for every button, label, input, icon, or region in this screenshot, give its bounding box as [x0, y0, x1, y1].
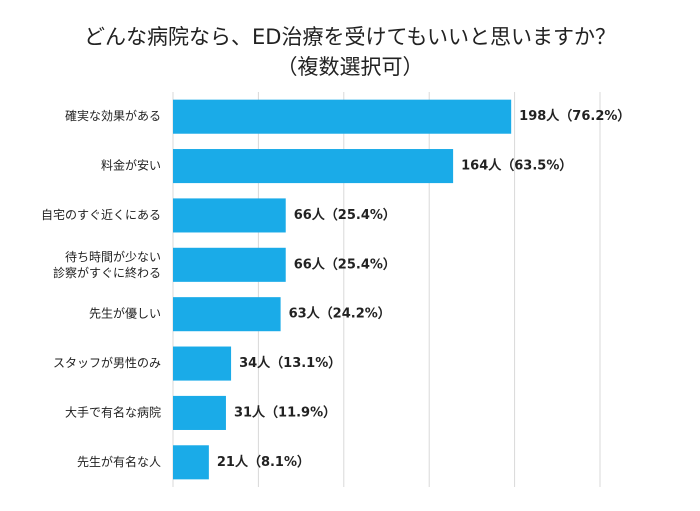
bar: [173, 99, 512, 134]
value-label: 21人（8.1%）: [217, 454, 310, 470]
value-label: 34人（13.1%）: [239, 355, 341, 371]
bar: [173, 198, 286, 233]
y-tick-label: 料金が安い: [101, 158, 161, 173]
y-tick-label: 確実な効果がある: [65, 108, 161, 123]
value-label: 66人（25.4%）: [294, 207, 396, 223]
y-tick-label: 待ち時間が少ない診察がすぐに終わる: [53, 248, 161, 279]
bar: [173, 297, 281, 332]
chart-title: どんな病院なら、ED治療を受けてもいいと思いますか？: [84, 25, 616, 49]
y-tick-label: スタッフが男性のみ: [53, 355, 161, 370]
bar: [173, 247, 286, 282]
bar: [173, 445, 209, 480]
value-label: 66人（25.4%）: [294, 256, 396, 272]
bar: [173, 149, 454, 184]
bar: [173, 346, 232, 381]
value-label: 63人（24.2%）: [289, 306, 391, 322]
bar: [173, 395, 226, 430]
value-label: 198人（76.2%）: [519, 108, 630, 124]
value-label: 31人（11.9%）: [234, 404, 336, 420]
y-tick-label: 先生が優しい: [89, 306, 161, 321]
y-tick-label: 自宅のすぐ近くにある: [41, 207, 161, 222]
y-tick-label: 大手で有名な病院: [65, 404, 161, 419]
chart-subtitle: （複数選択可）: [277, 55, 424, 79]
value-label: 164人（63.5%）: [461, 158, 572, 174]
y-tick-label: 先生が有名な人: [77, 454, 161, 469]
